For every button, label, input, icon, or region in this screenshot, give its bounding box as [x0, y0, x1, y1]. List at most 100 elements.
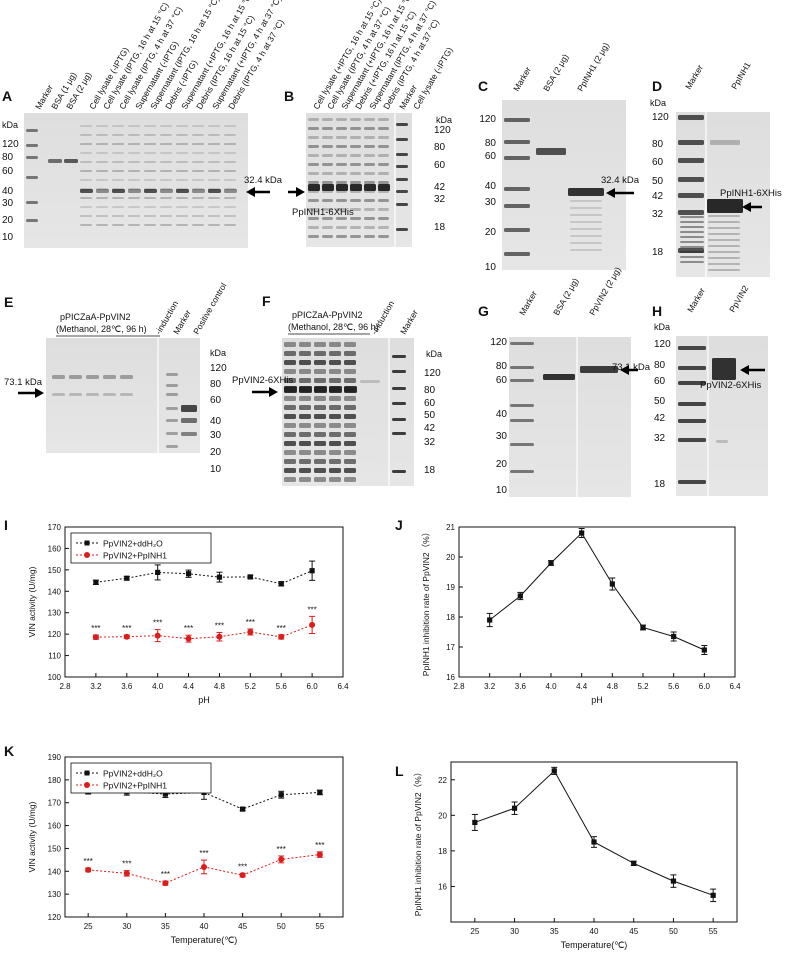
significance-stars: ***: [83, 857, 92, 866]
panel-letter-h: H: [652, 303, 662, 319]
series-1: [486, 528, 708, 655]
gel-band: [308, 184, 320, 191]
marker-size-label: 42: [434, 182, 446, 193]
gel-band: [128, 188, 140, 190]
gel-band: [80, 224, 92, 226]
gel-band: [392, 402, 406, 405]
marker-size-label: 40: [496, 409, 508, 420]
gel-band: [678, 140, 704, 145]
lane-label: BSA (2 μg): [551, 276, 580, 317]
gel-band: [299, 477, 311, 482]
gel-band: [224, 170, 236, 172]
gel-band: [314, 369, 326, 374]
gel-band: [192, 170, 204, 172]
gel-band: [336, 199, 347, 202]
gel-band: [329, 396, 341, 401]
gel-band: [350, 118, 361, 121]
data-point: [309, 568, 315, 574]
gel-band: [284, 405, 296, 410]
gel-band: [680, 221, 704, 223]
legend-label: PpVIN2+ddH₂O: [103, 539, 163, 549]
gel-band: [396, 123, 408, 126]
gel-band: [224, 197, 236, 199]
gel-band: [128, 215, 140, 217]
data-point: [609, 581, 615, 587]
plot-frame: [64, 526, 344, 678]
gel-band: [708, 239, 740, 241]
band-arrow: [18, 388, 44, 398]
gel-band: [96, 170, 108, 172]
gel-band: [680, 216, 704, 218]
gel-band: [80, 125, 92, 127]
gel-band: [176, 170, 188, 172]
marker-size-label: 32: [654, 433, 666, 444]
gel-band: [314, 468, 326, 473]
gel-band: [329, 423, 341, 428]
gel-band: [96, 143, 108, 145]
gel-band: [80, 206, 92, 208]
y-tick-label: 16: [446, 673, 455, 682]
gel-band: [314, 360, 326, 365]
series-line: [474, 770, 714, 896]
gel-band: [378, 208, 389, 211]
gel-band: [299, 342, 311, 347]
gel-band: [299, 386, 312, 393]
gel-band: [284, 369, 296, 374]
gel-band: [284, 468, 296, 473]
gel-band: [160, 143, 172, 145]
band-arrow: [288, 187, 305, 197]
legend: PpVIN2+ddH₂O PpVIN2+PpINH1: [70, 762, 212, 794]
data-point: [162, 791, 168, 797]
gel-band: [322, 118, 333, 121]
gel-band: [378, 127, 389, 130]
gel-band: [314, 414, 326, 419]
y-tick-label: 130: [48, 609, 62, 618]
gel-band: [364, 199, 375, 202]
legend-label: PpVIN2+PpINH1: [103, 781, 167, 791]
panel-letter-g: G: [478, 303, 489, 319]
gel-band: [144, 152, 156, 154]
gel-band: [336, 118, 347, 121]
data-point: [640, 624, 646, 631]
gel-band: [160, 206, 172, 208]
gel-band: [364, 145, 375, 148]
marker-size-label: 40: [210, 416, 222, 427]
legend-marker: [84, 540, 90, 546]
x-tick-label: 5.6: [276, 682, 288, 691]
gel-band: [299, 450, 311, 455]
gel-band: [329, 342, 341, 347]
gel-band: [80, 170, 92, 172]
gel-band: [80, 215, 92, 217]
x-tick-label: 40: [590, 927, 599, 936]
gel-band: [299, 423, 311, 428]
band-arrow: [252, 387, 278, 397]
data-point: [701, 647, 707, 653]
significance-stars: ***: [246, 618, 255, 627]
y-tick-label: 100: [48, 673, 62, 682]
data-point: [591, 839, 597, 845]
data-point: [92, 634, 99, 641]
data-point: [278, 633, 285, 640]
gel-band: [322, 235, 333, 238]
data-point: [85, 866, 92, 873]
marker-size-label: 50: [652, 176, 664, 187]
gel-band: [570, 200, 602, 202]
series-1: [471, 766, 717, 903]
data-point: [631, 860, 637, 866]
gel-image: [24, 113, 248, 248]
gel-band: [284, 378, 296, 383]
gel-band: [80, 134, 92, 136]
gel-band: [336, 226, 347, 229]
gel-band: [378, 172, 389, 175]
gel-band: [308, 217, 319, 220]
x-tick-label: 35: [550, 927, 559, 936]
data-point: [670, 878, 677, 884]
data-point: [309, 621, 316, 628]
gel-band: [322, 136, 333, 139]
gel-band: [329, 459, 341, 464]
arrow-head: [740, 365, 749, 375]
x-tick-label: 4.0: [152, 682, 164, 691]
gel-band: [336, 163, 347, 166]
data-point: [487, 617, 493, 623]
data-point: [185, 571, 192, 577]
